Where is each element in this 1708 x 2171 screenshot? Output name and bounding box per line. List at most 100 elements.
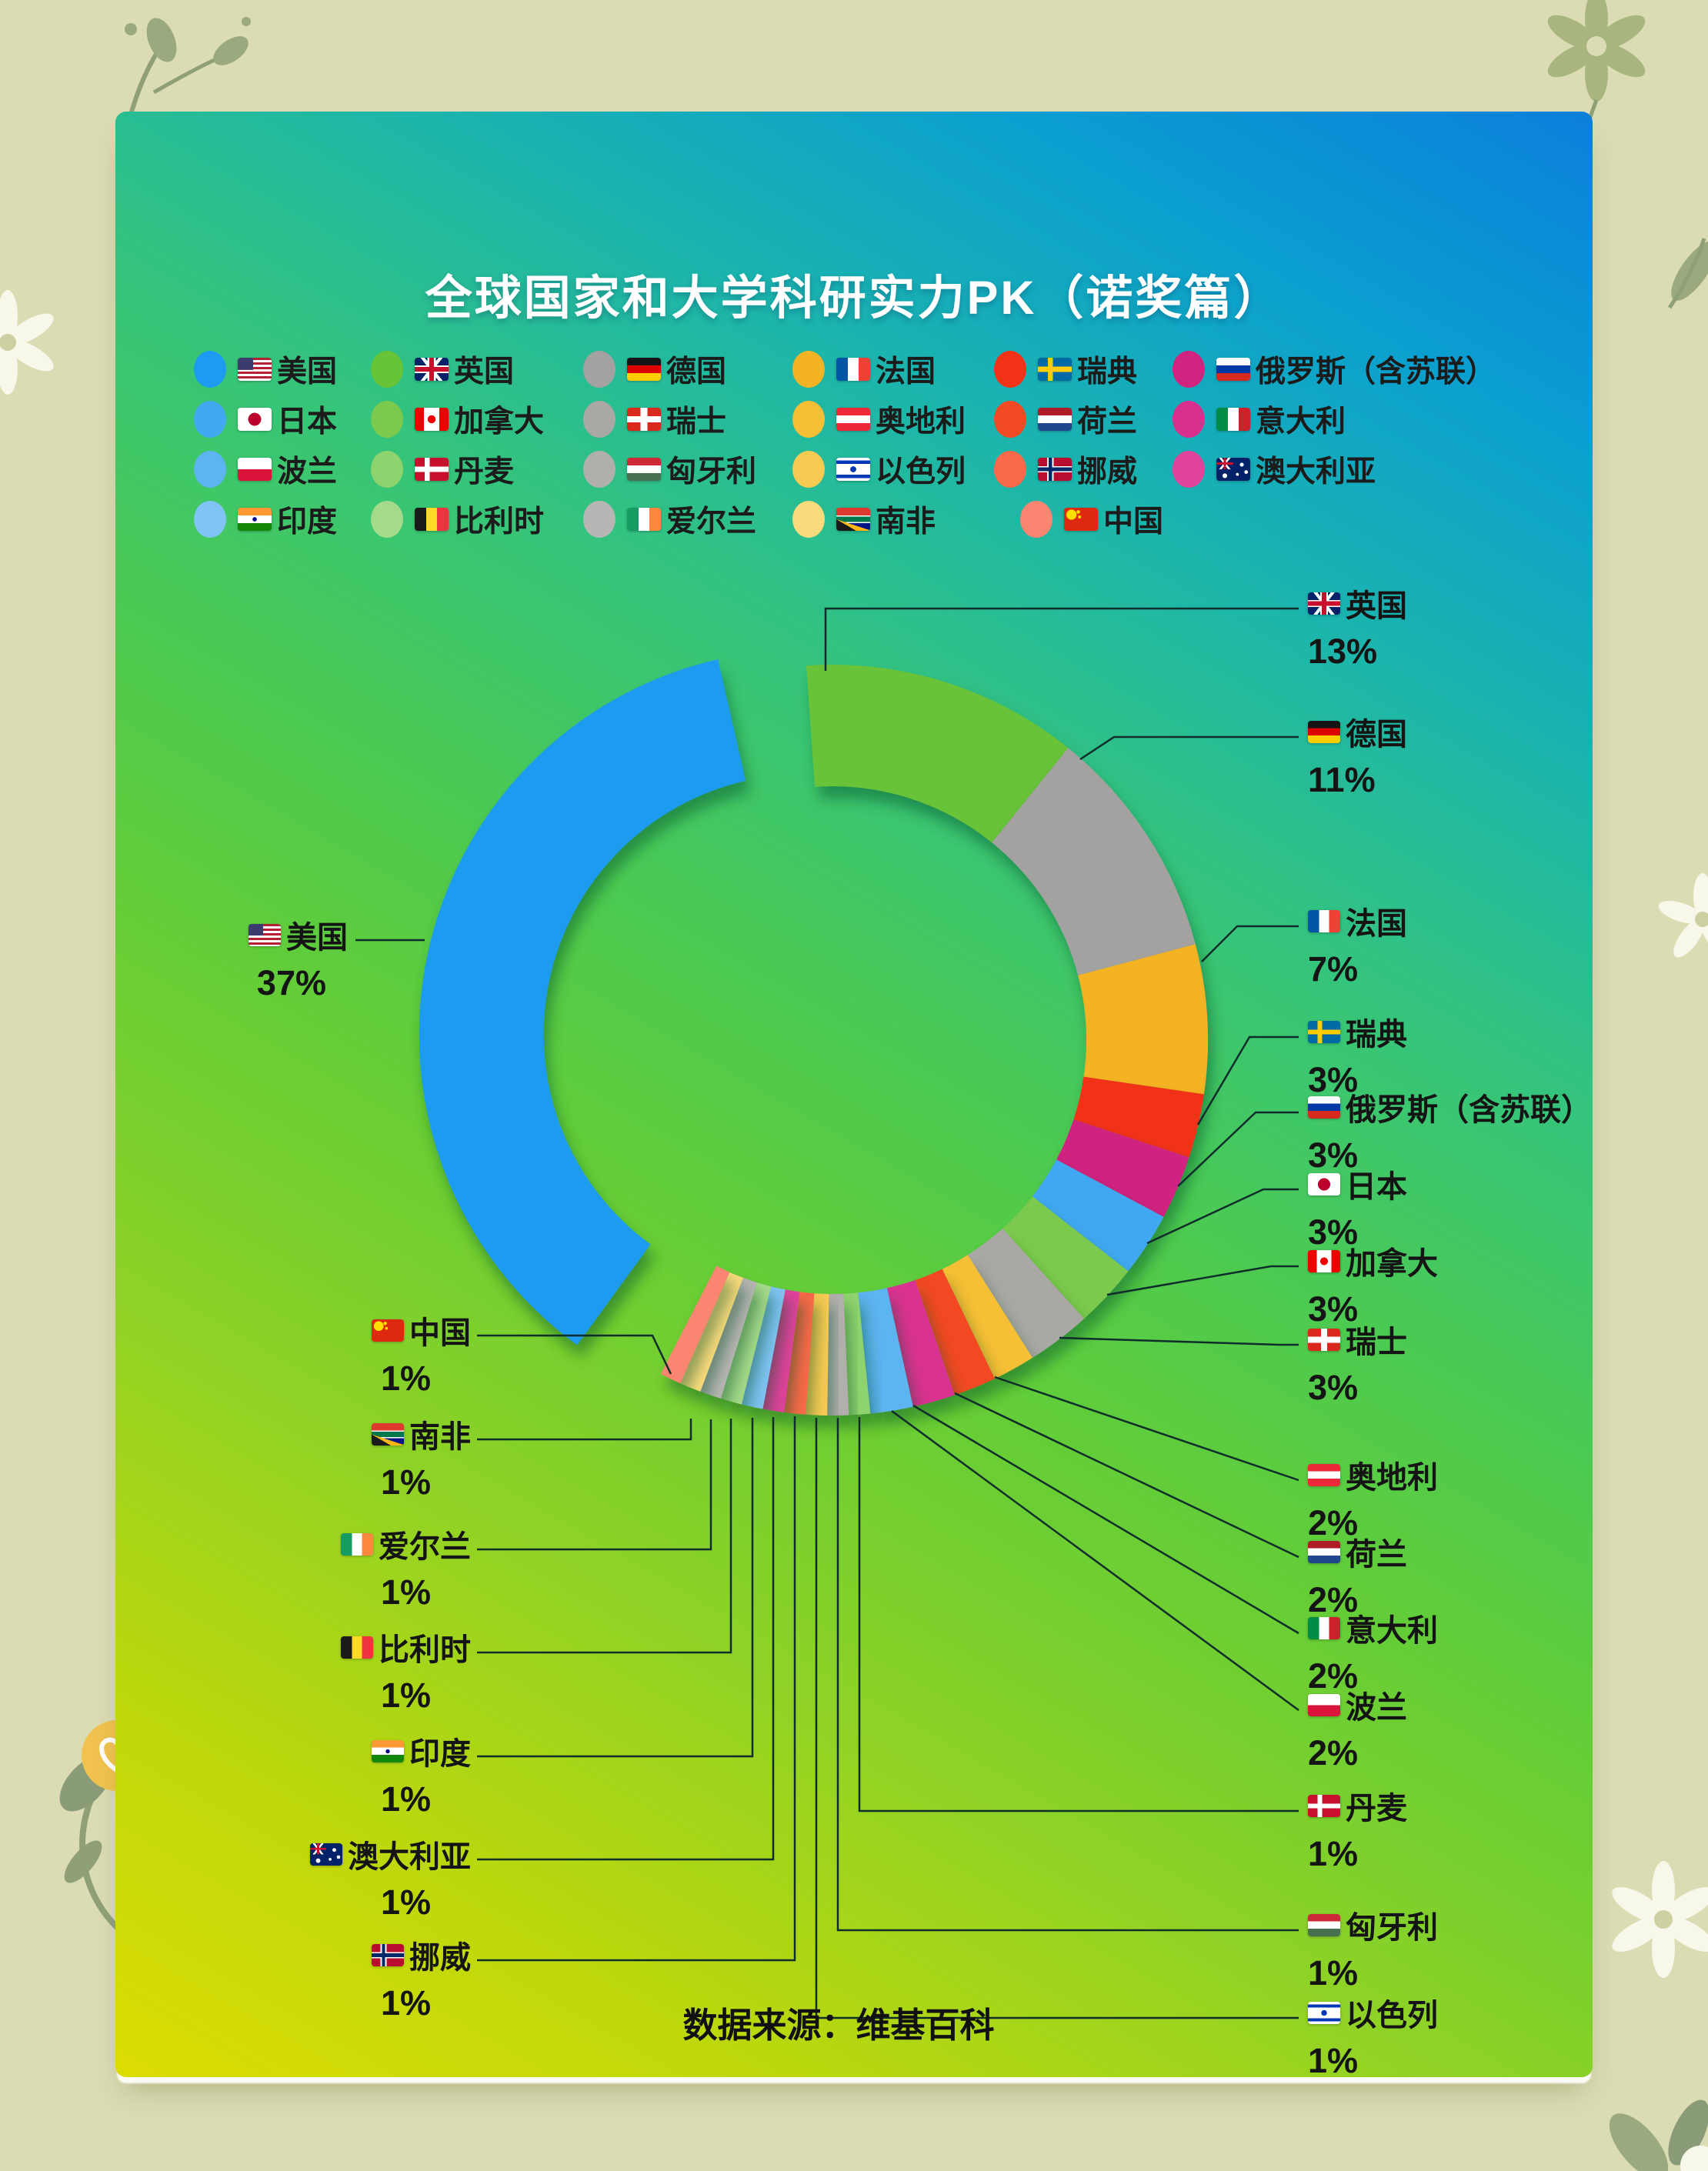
callout-percent: 1%	[380, 1983, 431, 2023]
flag-icon-se	[1038, 358, 1072, 381]
callout-uk: 英国 13%	[1308, 581, 1407, 672]
flag-icon-hu	[627, 458, 661, 481]
flag-icon-au	[1216, 458, 1250, 481]
callout-country-name: 法国	[1346, 907, 1407, 941]
legend-dot	[371, 401, 403, 438]
callout-country-name: 荷兰	[1346, 1538, 1407, 1572]
callout-country-name: 澳大利亚	[348, 1840, 471, 1874]
legend-item-no: 挪威	[994, 448, 1137, 491]
callout-percent: 1%	[1308, 1953, 1359, 1993]
legend-country-name: 中国	[1103, 505, 1164, 539]
legend-country-name: 俄罗斯（含苏联）	[1256, 355, 1496, 389]
flag-icon-za	[372, 1422, 404, 1446]
legend-dot	[1173, 451, 1205, 488]
legend-item-il: 以色列	[792, 448, 966, 491]
legend-country-name: 瑞典	[1077, 355, 1138, 389]
flag-icon-ch	[627, 408, 661, 431]
flag-icon-nl	[1038, 408, 1072, 431]
legend-item-jp: 日本	[194, 398, 337, 441]
legend-item-hu: 匈牙利	[583, 448, 756, 491]
legend-country-name: 法国	[876, 355, 936, 389]
flag-icon-fr	[1308, 909, 1340, 932]
callout-percent: 3%	[1308, 1212, 1359, 1252]
callout-ru: 俄罗斯（含苏联） 3%	[1308, 1085, 1592, 1176]
flower-left-edge-icon	[0, 290, 54, 395]
legend-country-name: 丹麦	[454, 455, 515, 489]
legend-item-za: 南非	[792, 498, 936, 541]
flag-icon-cn	[372, 1319, 404, 1342]
flag-icon-cn	[1064, 508, 1098, 531]
callout-de: 德国 11%	[1308, 709, 1407, 800]
flag-icon-be	[341, 1636, 373, 1659]
callout-be: 比利时 1%	[341, 1625, 471, 1716]
legend-item-de: 德国	[583, 348, 726, 391]
flag-icon-it	[1216, 408, 1250, 431]
callout-percent: 1%	[380, 1779, 431, 1819]
legend-item-se: 瑞典	[994, 348, 1137, 391]
flag-icon-se	[1308, 1020, 1340, 1043]
flag-icon-jp	[1308, 1172, 1340, 1196]
legend-dot	[583, 451, 615, 488]
flag-icon-ca	[415, 408, 449, 431]
callout-at: 奥地利 2%	[1308, 1452, 1438, 1543]
callout-percent: 13%	[1308, 632, 1378, 671]
callout-country-name: 挪威	[409, 1941, 471, 1975]
legend-country-name: 英国	[454, 355, 515, 389]
callout-us: 美国 37%	[249, 912, 348, 1003]
callout-country-name: 瑞士	[1346, 1326, 1407, 1359]
legend-item-us: 美国	[194, 348, 337, 391]
legend-country-name: 澳大利亚	[1256, 455, 1376, 489]
callout-country-name: 瑞典	[1346, 1018, 1407, 1052]
callout-percent: 2%	[1308, 1580, 1359, 1619]
legend-country-name: 日本	[277, 405, 338, 439]
flag-icon-dk	[415, 458, 449, 481]
callout-country-name: 匈牙利	[1346, 1911, 1438, 1945]
flag-icon-fr	[836, 358, 870, 381]
legend-country-name: 意大利	[1256, 405, 1346, 439]
flag-icon-in	[372, 1739, 404, 1762]
legend-item-pl: 波兰	[194, 448, 337, 491]
callout-percent: 1%	[380, 1676, 431, 1715]
callout-percent: 1%	[380, 1883, 431, 1922]
legend-dot	[194, 401, 226, 438]
callout-country-name: 中国	[409, 1316, 471, 1350]
legend-country-name: 德国	[666, 355, 727, 389]
legend-item-ca: 加拿大	[371, 398, 544, 441]
callout-pl: 波兰 2%	[1308, 1682, 1407, 1773]
legend-item-cn: 中国	[1020, 498, 1163, 541]
legend-dot	[994, 351, 1026, 388]
flag-icon-ie	[627, 508, 661, 531]
callout-percent: 37%	[256, 963, 326, 1002]
flag-icon-uk	[415, 358, 449, 381]
flag-icon-no	[372, 1943, 404, 1966]
legend-dot	[194, 351, 226, 388]
flag-icon-za	[836, 508, 870, 531]
callout-country-name: 俄罗斯（含苏联）	[1346, 1093, 1592, 1127]
callout-country-name: 美国	[286, 921, 348, 955]
callout-percent: 2%	[1308, 1656, 1359, 1696]
flag-icon-at	[836, 408, 870, 431]
callout-percent: 1%	[1308, 1834, 1359, 1873]
legend-dot	[1020, 501, 1052, 538]
legend-country-name: 荷兰	[1077, 405, 1138, 439]
callout-fr: 法国 7%	[1308, 899, 1407, 989]
callout-percent: 2%	[1308, 1733, 1359, 1772]
legend-item-ie: 爱尔兰	[583, 498, 756, 541]
callout-country-name: 丹麦	[1346, 1792, 1407, 1826]
flower-right-low-icon	[1612, 1861, 1708, 1978]
legend-country-name: 比利时	[454, 505, 545, 539]
callout-country-name: 比利时	[379, 1633, 471, 1667]
flower-right-mid-icon	[1658, 873, 1708, 958]
legend-dot	[994, 401, 1026, 438]
flag-icon-us	[249, 923, 281, 946]
legend-country-name: 爱尔兰	[666, 505, 757, 539]
legend-country-name: 波兰	[277, 455, 338, 489]
callout-country-name: 南非	[409, 1420, 471, 1454]
flag-icon-uk	[1308, 592, 1340, 615]
legend-dot	[371, 501, 403, 538]
flag-icon-ca	[1308, 1249, 1340, 1272]
callout-country-name: 意大利	[1346, 1614, 1438, 1648]
flag-icon-ru	[1308, 1096, 1340, 1119]
sprig-top-left-icon	[119, 17, 251, 147]
callout-country-name: 日本	[1346, 1170, 1407, 1204]
